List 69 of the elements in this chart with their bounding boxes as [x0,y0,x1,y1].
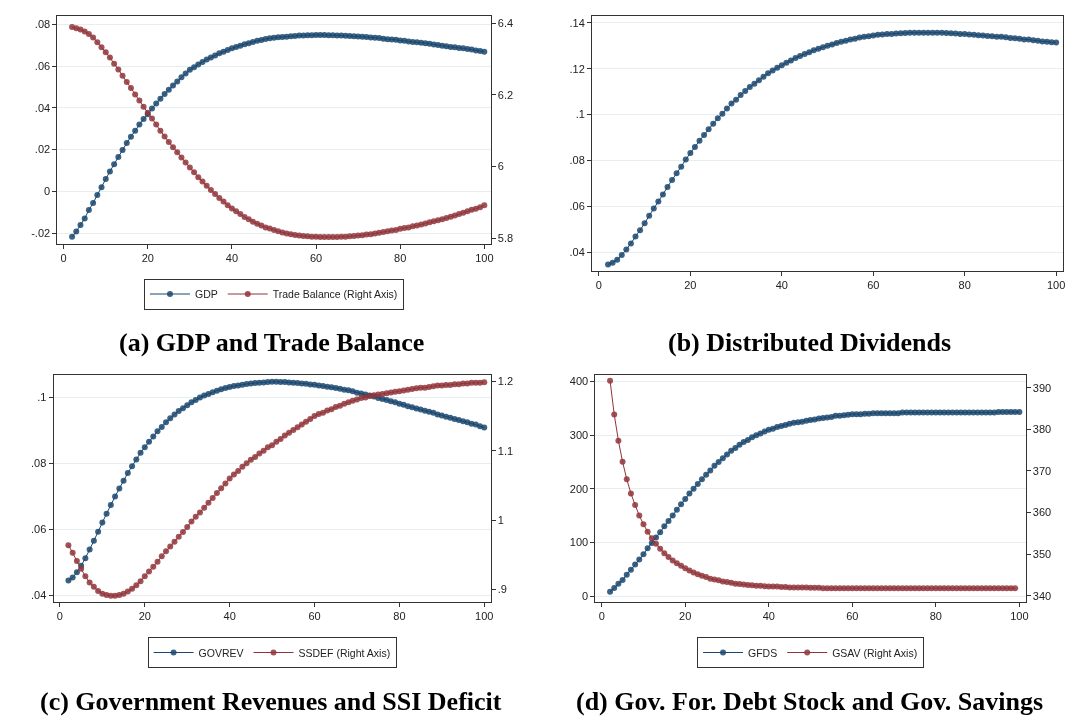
x-tick-label: 40 [775,278,788,291]
x-tick-label: 20 [679,610,692,623]
x-tick-label: 100 [1010,610,1029,623]
x-tick-label: 20 [141,251,154,264]
y2-tick-label: .9 [497,583,508,596]
text: (b) Distributed Dividends [668,328,952,357]
x-tick-label: 0 [595,278,602,291]
y2-tick-label: 370 [1032,464,1052,477]
y-tick-label: .06 [31,523,47,536]
legend-label: GOVREV [198,646,244,659]
y-tick-label: 300 [569,428,589,441]
x-tick-label: 60 [846,610,859,623]
x-tick-label: 100 [1046,278,1066,291]
y-tick-label: 200 [569,482,589,495]
y-tick-label: 0 [44,185,51,198]
y-tick-label: .12 [569,62,585,75]
y-tick-label: 400 [569,375,589,388]
x-tick-label: 0 [56,610,63,623]
x-tick-label: 100 [475,610,494,623]
y-tick-label: .08 [34,18,51,31]
y-tick-label: .14 [569,16,585,29]
x-tick-label: 60 [309,251,323,264]
x-tick-label: 40 [223,610,236,623]
y2-tick-label: 380 [1032,423,1052,436]
y2-tick-label: 5.8 [497,231,514,244]
y-tick-label: .06 [569,200,585,213]
y-tick-label: .06 [34,59,51,72]
text: (c) Government Revenues and SSI Deficit [40,687,502,716]
x-tick-label: 40 [762,610,775,623]
x-tick-label: 60 [308,610,321,623]
y2-tick-label: 1.2 [497,375,514,388]
y-tick-label: .04 [569,246,585,259]
x-tick-label: 60 [867,278,880,291]
y-tick-label: 100 [569,536,589,549]
y2-tick-label: 350 [1032,548,1052,561]
y-tick-label: .04 [31,589,47,602]
y-tick-label: .04 [34,101,51,114]
y-tick-label: .1 [37,391,47,404]
y2-tick-label: 1.1 [497,444,514,457]
x-tick-label: 80 [929,610,942,623]
legend-label: Trade Balance (Right Axis) [272,288,398,301]
y2-tick-label: 6.4 [497,17,514,30]
x-tick-label: 100 [475,251,494,264]
y-tick-label: 0 [582,589,589,602]
x-tick-label: 20 [138,610,151,623]
legend-label: GFDS [748,646,778,659]
y-tick-label: .08 [569,154,585,167]
x-tick-label: 0 [60,251,67,264]
text: (d) Gov. For. Debt Stock and Gov. Savings [576,687,1044,716]
y2-tick-label: 1 [497,514,504,527]
y2-tick-label: 360 [1032,506,1052,519]
legend-label: SSDEF (Right Axis) [298,646,391,659]
y-tick-label: .1 [575,108,585,121]
y2-tick-label: 340 [1032,589,1052,602]
y2-tick-label: 390 [1032,381,1052,394]
y2-tick-label: 6 [497,160,504,173]
y-tick-label: .02 [34,143,51,156]
y-tick-label: .08 [31,457,47,470]
x-tick-label: 20 [684,278,697,291]
y2-tick-label: 6.2 [497,88,514,101]
legend-label: GSAV (Right Axis) [832,646,918,659]
x-tick-label: 80 [393,610,406,623]
x-tick-label: 0 [598,610,605,623]
legend-label: GDP [194,288,218,301]
x-tick-label: 80 [958,278,971,291]
x-tick-label: 80 [394,251,407,264]
y-tick-label: -.02 [31,226,51,239]
text: (a) GDP and Trade Balance [119,328,425,357]
x-tick-label: 40 [225,251,239,264]
